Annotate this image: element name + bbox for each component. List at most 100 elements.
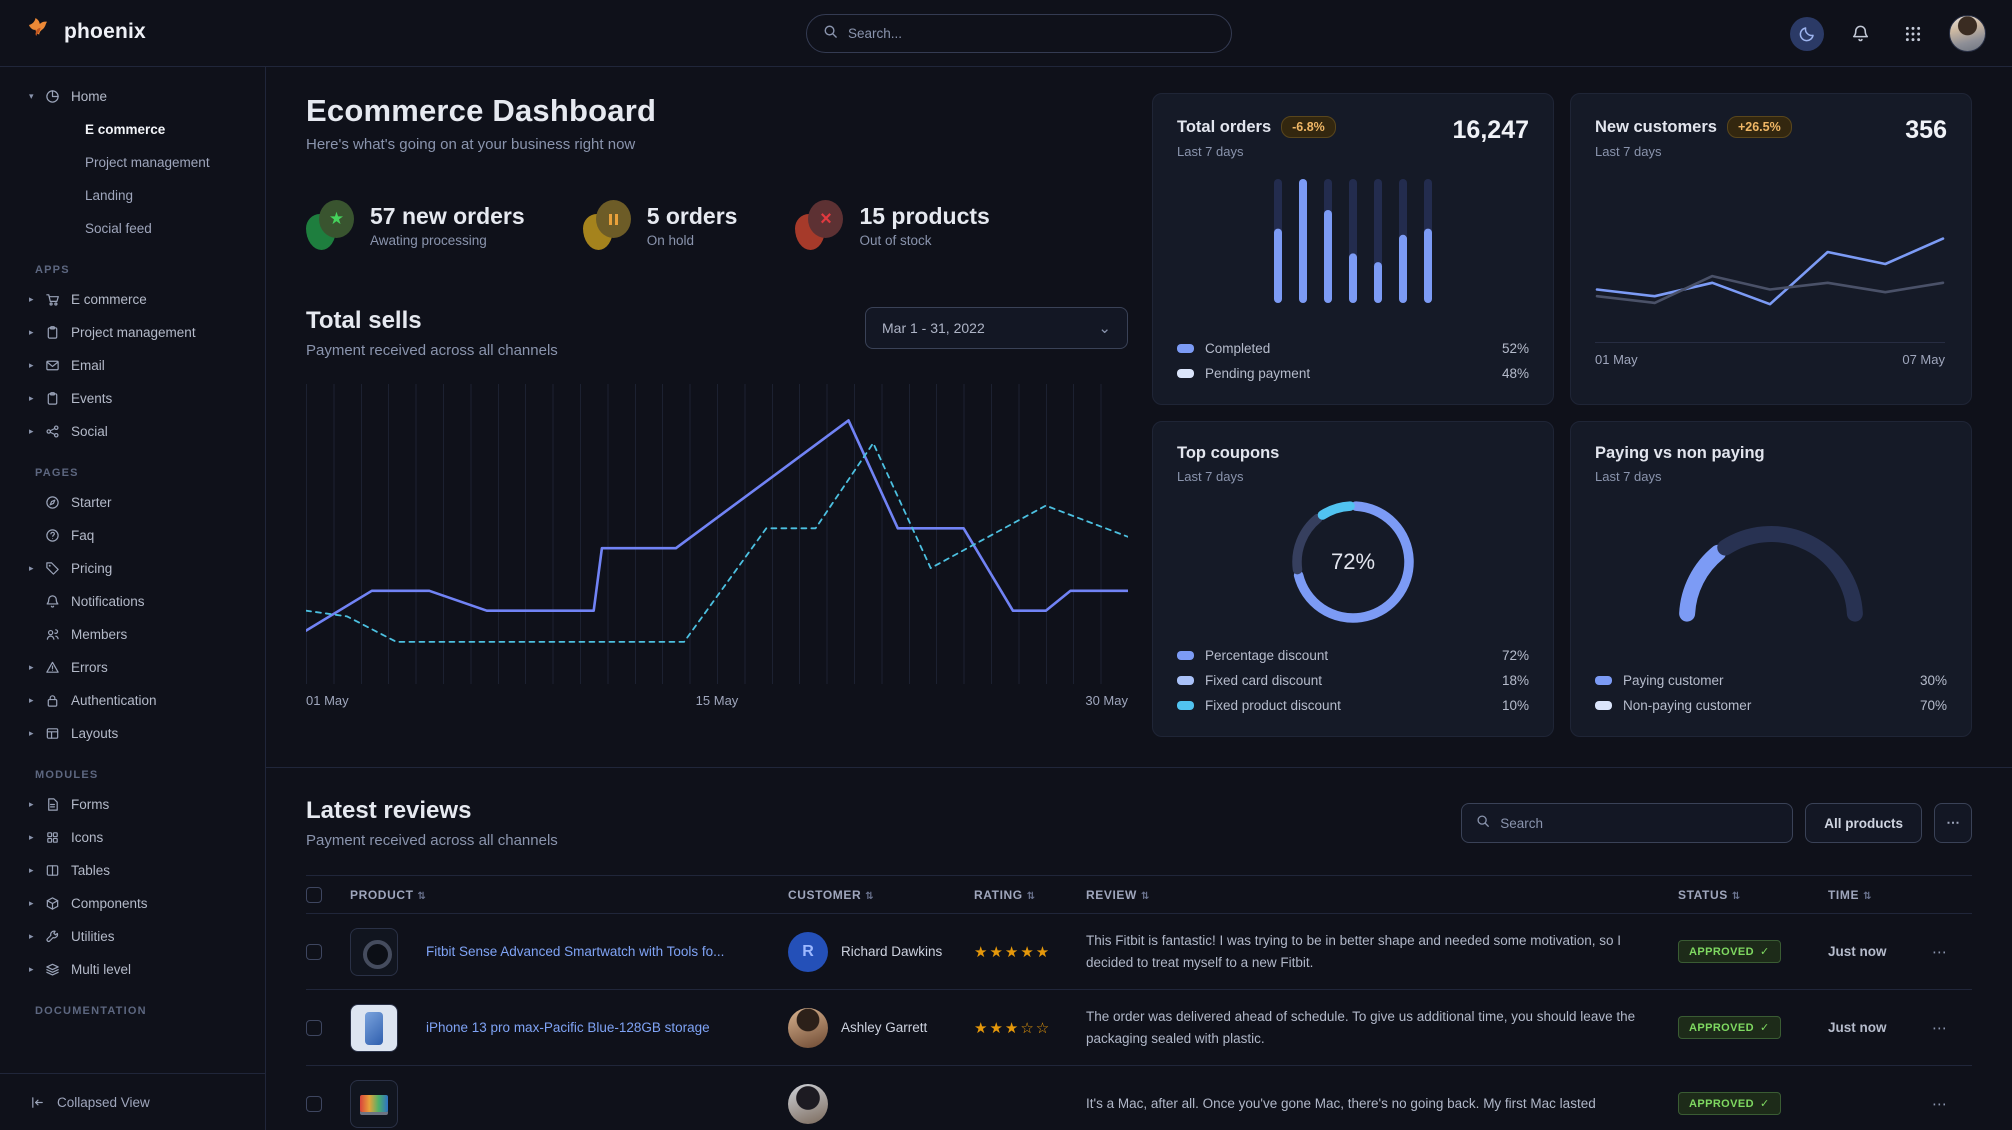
new-customers-card: New customers +26.5% Last 7 days 356 01 … [1570,93,1972,405]
select-all-checkbox[interactable] [306,886,322,903]
sidebar-item-events[interactable]: ▸ Events [0,382,265,415]
product-thumbnail[interactable] [350,1079,398,1128]
sidebar-item-components[interactable]: ▸ Components [0,887,265,920]
sidebar-item-label: Tables [71,863,111,878]
sort-icon[interactable]: ⇅ [1026,890,1036,902]
card-period: Last 7 days [1595,469,1662,484]
sidebar-item-errors[interactable]: ▸ Errors [0,651,265,684]
topbar-actions [1790,0,1986,67]
card-period: Last 7 days [1177,144,1244,159]
users-icon [45,627,71,642]
sidebar: ▾ Home E commerce Project management Lan… [0,67,266,1130]
sidebar-item-label: Authentication [71,693,157,708]
collapse-sidebar-button[interactable]: Collapsed View [0,1073,265,1130]
legend-swatch [1595,676,1612,685]
new-customers-x-axis: 01 May 07 May [1595,342,1945,367]
donut-center-value: 72% [1330,549,1376,574]
col-review[interactable]: REVIEW [1086,887,1137,902]
sidebar-item-ecommerce-dashboard[interactable]: E commerce [0,113,265,146]
row-more-icon[interactable]: ⋯ [1932,943,1948,961]
row-more-icon[interactable]: ⋯ [1932,1019,1948,1037]
compass-icon [45,495,71,510]
sort-icon[interactable]: ⇅ [865,890,875,902]
sort-icon[interactable]: ⇅ [417,890,427,902]
col-status[interactable]: STATUS [1678,887,1728,902]
warning-triangle-icon [45,660,71,675]
col-time[interactable]: TIME [1828,887,1860,902]
brand[interactable]: phoenix [27,16,146,47]
rating-stars: ★★★☆☆ [974,1019,1052,1037]
sidebar-item-home[interactable]: ▾ Home [0,80,265,113]
sort-icon[interactable]: ⇅ [1731,890,1741,902]
caret-right-icon: ▸ [29,327,34,337]
sidebar-item-starter[interactable]: .Starter [0,486,265,519]
reviews-search[interactable] [1461,803,1794,843]
row-more-icon[interactable]: ⋯ [1932,1095,1948,1113]
caret-right-icon: ▸ [29,964,34,974]
search-input[interactable] [848,26,1215,41]
date-range-select[interactable]: Mar 1 - 31, 2022 ⌄ [865,307,1128,349]
notifications-bell-icon[interactable] [1843,17,1877,51]
sidebar-item-tables[interactable]: ▸ Tables [0,854,265,887]
legend-swatch [1177,701,1194,710]
col-rating[interactable]: RATING [974,887,1023,902]
theme-toggle-moon-icon[interactable] [1790,16,1824,51]
reviews-search-input[interactable] [1500,815,1779,831]
sidebar-item-icons[interactable]: ▸ Icons [0,821,265,854]
review-time [1828,1065,1932,1130]
sidebar-item-pricing[interactable]: ▸ Pricing [0,552,265,585]
rating-stars: ★★★★★ [974,943,1052,961]
layers-icon [45,962,71,977]
x-tick: 01 May [306,693,349,708]
caret-right-icon: ▸ [29,799,34,809]
apps-grid-icon[interactable] [1896,17,1930,51]
product-link[interactable]: iPhone 13 pro max-Pacific Blue-128GB sto… [426,1020,710,1035]
sidebar-item-forms[interactable]: ▸ Forms [0,788,265,821]
sidebar-item-landing[interactable]: Landing [0,179,265,212]
total-sells-title: Total sells [306,307,422,334]
user-avatar[interactable] [1949,15,1986,52]
check-icon: ✓ [1759,1022,1770,1034]
stat-caption: On hold [646,232,694,248]
sidebar-item-layouts[interactable]: ▸ Layouts [0,717,265,750]
sort-icon[interactable]: ⇅ [1863,890,1873,902]
caret-right-icon: ▸ [29,563,34,573]
product-thumbnail[interactable] [350,1003,398,1052]
sidebar-item-project-management-dashboard[interactable]: Project management [0,146,265,179]
sidebar-item-project-management[interactable]: ▸ Project management [0,316,265,349]
all-products-filter-button[interactable]: All products [1805,803,1922,843]
sidebar-item-notifications[interactable]: .Notifications [0,585,265,618]
sidebar-item-authentication[interactable]: ▸ Authentication [0,684,265,717]
row-checkbox[interactable] [306,1019,322,1036]
legend-swatch [1177,369,1194,378]
sidebar-item-email[interactable]: ▸ Email [0,349,265,382]
row-checkbox[interactable] [306,1095,322,1112]
search-icon [823,24,838,44]
sidebar-item-social-feed[interactable]: Social feed [0,212,265,245]
x-tick: 07 May [1902,352,1945,367]
caret-right-icon: ▸ [29,360,34,370]
product-thumbnail[interactable] [350,927,398,976]
paying-gauge-chart [1595,508,1947,630]
sidebar-item-utilities[interactable]: ▸ Utilities [0,920,265,953]
sidebar-item-faq[interactable]: .Faq [0,519,265,552]
col-product[interactable]: PRODUCT [350,887,414,902]
status-badge: APPROVED ✓ [1678,1016,1781,1039]
stat-caption: Awating processing [370,232,487,248]
col-customer[interactable]: CUSTOMER [788,887,862,902]
wrench-icon [45,929,71,944]
layout-icon [45,726,71,741]
sidebar-item-ecommerce[interactable]: ▸ E commerce [0,283,265,316]
collapse-arrow-icon [30,1095,45,1110]
sidebar-item-multi-level[interactable]: ▸ Multi level [0,953,265,986]
page-title: Ecommerce Dashboard [306,93,657,128]
left-column: Ecommerce Dashboard Here's what's going … [304,93,1130,737]
sort-icon[interactable]: ⇅ [1140,890,1150,902]
sidebar-item-social[interactable]: ▸ Social [0,415,265,448]
row-checkbox[interactable] [306,943,322,960]
product-link[interactable]: Fitbit Sense Advanced Smartwatch with To… [426,944,725,959]
sidebar-item-members[interactable]: .Members [0,618,265,651]
global-search[interactable] [806,14,1232,53]
table-header-row: PRODUCT ⇅ CUSTOMER ⇅ RATING ⇅ REVIEW ⇅ STATU… [306,875,1972,914]
more-options-button[interactable]: ⋯ [1934,803,1972,843]
